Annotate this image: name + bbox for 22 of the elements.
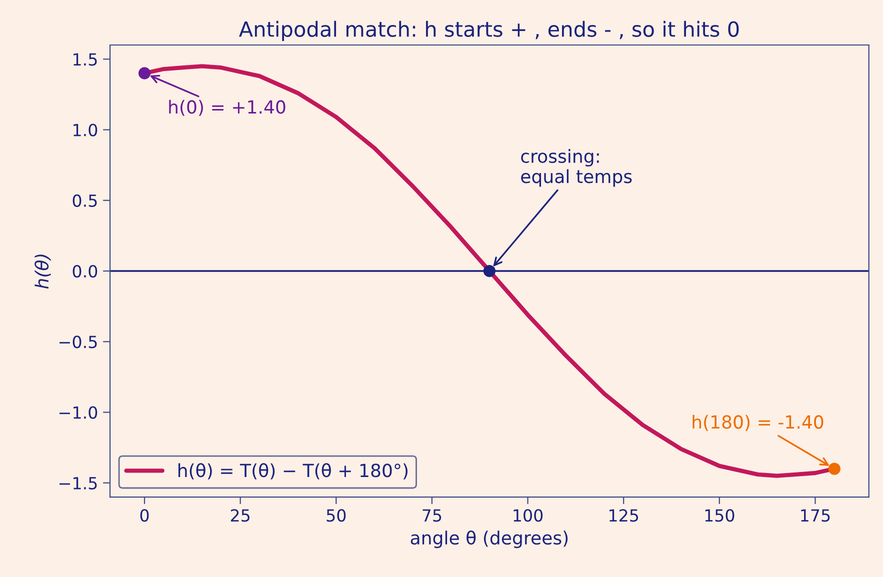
x-axis-title: angle θ (degrees) <box>410 530 568 548</box>
y-tick-label: −0.5 <box>60 336 97 348</box>
y-tick-label: 0.5 <box>72 194 97 207</box>
y-tick-label: 1.5 <box>74 53 97 66</box>
x-tick-label: 25 <box>230 509 250 522</box>
annotation: h(0) = +1.40 <box>169 100 286 116</box>
x-tick-label: 150 <box>705 509 734 522</box>
y-tick-label: −1.0 <box>60 406 98 419</box>
x-tick-label: 75 <box>422 509 442 522</box>
annotation: h(180) = -1.40 <box>692 414 824 431</box>
x-tick-label: 50 <box>326 509 346 522</box>
y-tick-label: 1.0 <box>74 124 98 136</box>
x-tick-label: 0 <box>140 509 149 522</box>
annotation: crossing: equal temps <box>521 149 632 187</box>
legend-label: h(θ) = T(θ) − T(θ + 180°) <box>178 463 408 480</box>
chart-title: Antipodal match: h starts + , ends - , so it hits 0 <box>238 20 739 42</box>
x-tick-label: 175 <box>801 509 830 522</box>
x-tick-label: 100 <box>514 509 543 522</box>
x-tick-label: 125 <box>610 509 638 522</box>
y-tick-label: 0.0 <box>72 264 98 278</box>
y-tick-label: −1.5 <box>60 477 97 490</box>
y-axis-title: h(θ) <box>34 254 51 289</box>
